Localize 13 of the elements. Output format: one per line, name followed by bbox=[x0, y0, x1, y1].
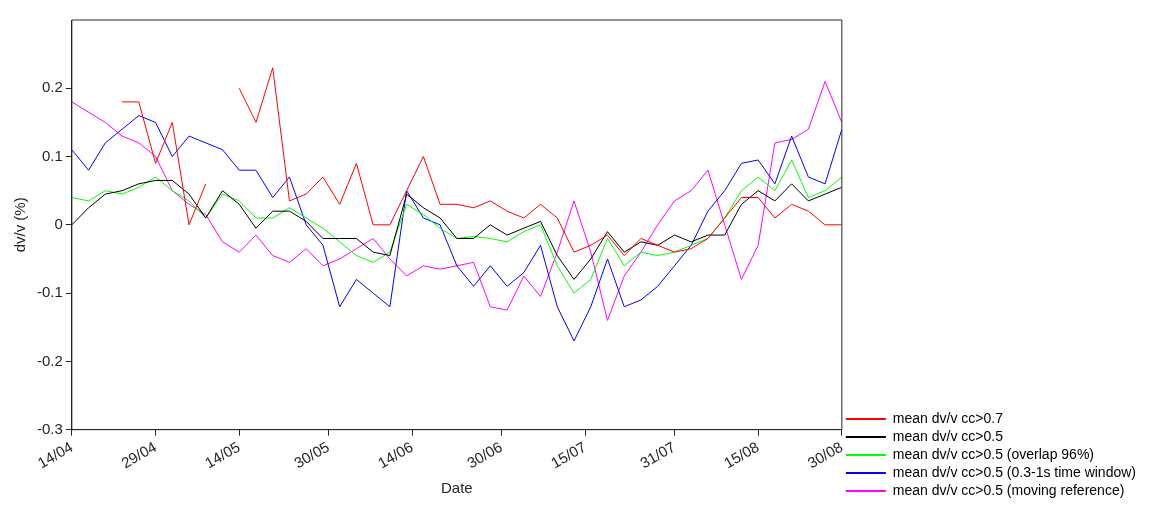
y-tick-label: 0 bbox=[54, 214, 63, 232]
legend-label: mean dv/v cc>0.5 bbox=[892, 427, 1004, 444]
y-tick-label: -0.3 bbox=[36, 419, 63, 437]
legend-label: mean dv/v cc>0.5 (moving reference) bbox=[892, 481, 1125, 498]
legend-label: mean dv/v cc>0.5 (overlap 96%) bbox=[892, 445, 1094, 462]
y-tick-label: -0.2 bbox=[36, 351, 63, 369]
y-axis-title: dv/v (%) bbox=[11, 197, 29, 253]
x-axis-title: Date bbox=[441, 479, 473, 497]
y-tick-label: -0.1 bbox=[36, 283, 63, 301]
y-tick-label: 0.2 bbox=[41, 78, 63, 96]
y-tick-label: 0.1 bbox=[41, 146, 63, 164]
legend-label: mean dv/v cc>0.7 bbox=[892, 409, 1004, 426]
legend-label: mean dv/v cc>0.5 (0.3-1s time window) bbox=[892, 463, 1136, 480]
